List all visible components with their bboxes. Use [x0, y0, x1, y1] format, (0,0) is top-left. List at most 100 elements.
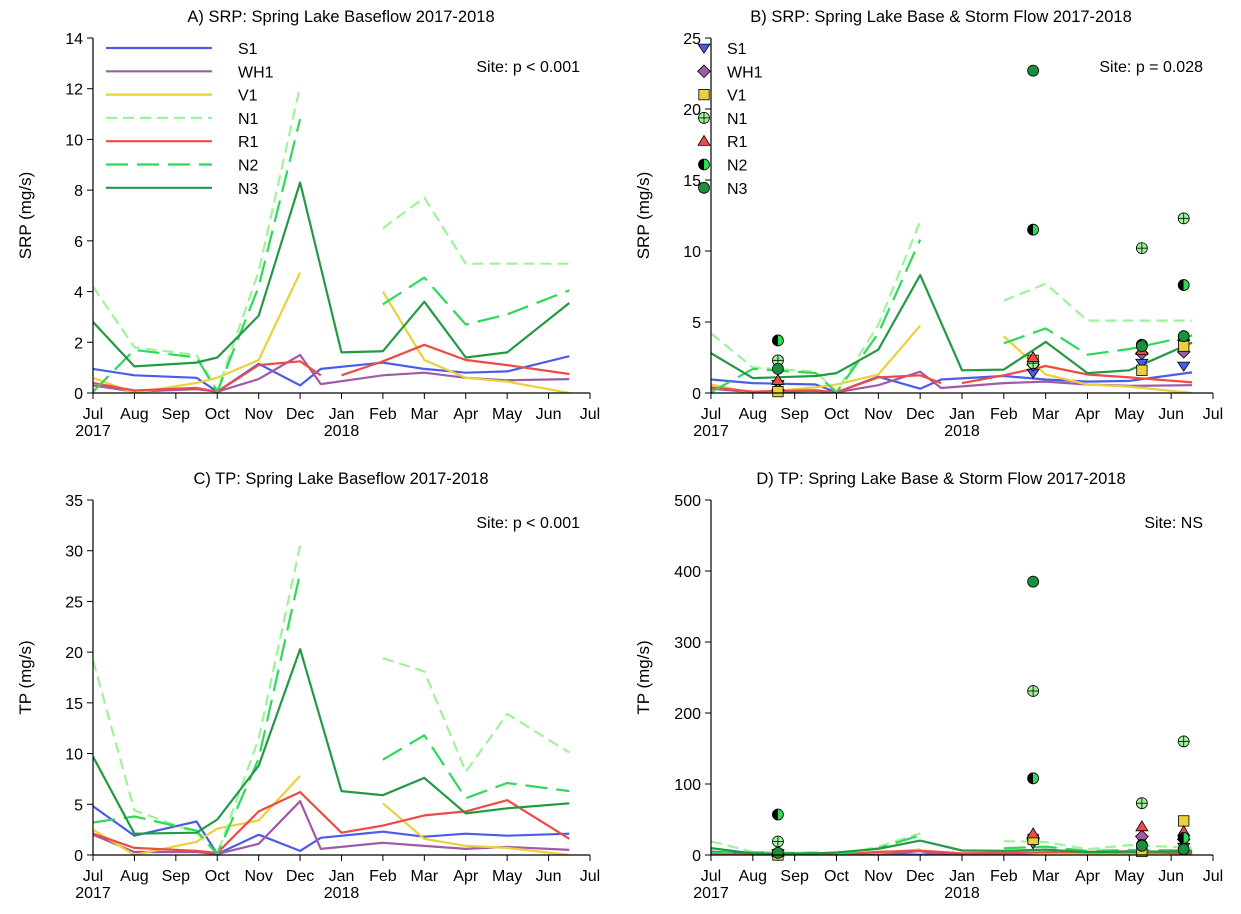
marker-r1	[771, 373, 785, 385]
y-axis-label: TP (mg/s)	[634, 640, 653, 714]
marker-n1	[1135, 797, 1148, 810]
y-axis-label: SRP (mg/s)	[16, 172, 35, 260]
legend-label: N1	[727, 111, 748, 128]
series-line-s1	[711, 371, 1193, 393]
marker-n1	[1027, 685, 1040, 697]
marker-n2	[1177, 279, 1190, 291]
y-tick-label: 500	[674, 493, 701, 510]
x-tick-label: May	[1114, 406, 1144, 423]
marker-n1	[772, 835, 784, 848]
y-tick-label: 15	[65, 696, 83, 713]
y-tick-label: 400	[674, 564, 701, 581]
y-tick-label: 6	[74, 234, 83, 251]
series-line-n3	[93, 647, 570, 835]
x-tick-label: Sep	[162, 406, 191, 423]
marker-r1	[697, 134, 711, 146]
y-tick-label: 0	[692, 848, 701, 865]
x-tick-label: Aug	[120, 868, 148, 885]
x-tick-label: Mar	[411, 406, 439, 423]
x-tick-label: Nov	[244, 868, 272, 885]
x-tick-label: Aug	[739, 406, 767, 423]
x-tick-label: Feb	[369, 406, 397, 423]
y-tick-label: 5	[692, 315, 701, 332]
marker-n2	[772, 808, 784, 821]
x-tick-label: Apr	[453, 868, 479, 885]
series-line-n1	[382, 657, 570, 773]
x-tick-label: Jun	[1158, 406, 1184, 423]
series-line-s1	[93, 355, 570, 393]
marker-n3	[1027, 575, 1040, 588]
x-tick-label: Oct	[824, 406, 849, 423]
series-line-n1	[711, 220, 922, 393]
chart-panel-d: D) TP: Spring Lake Base & Storm Flow 201…	[634, 470, 1223, 902]
series-line-s1	[93, 805, 570, 855]
chart-title: A) SRP: Spring Lake Baseflow 2017-2018	[187, 8, 494, 26]
marker-n2-left	[772, 334, 778, 346]
marker-n3	[1027, 64, 1040, 77]
y-tick-label: 100	[674, 777, 701, 794]
series-lines	[711, 220, 1193, 393]
legend-label: WH1	[238, 64, 274, 81]
x-tick-year: 2017	[693, 423, 729, 440]
marker-n2-left	[772, 809, 778, 821]
x-tick-label: Sep	[780, 868, 809, 885]
series-line-v1	[93, 775, 301, 855]
storm-markers	[771, 575, 1191, 862]
x-tick-year: 2018	[324, 423, 360, 440]
y-tick-label: 10	[65, 747, 83, 764]
x-tick-label: May	[492, 868, 522, 885]
marker-r1	[1026, 351, 1040, 363]
x-tick-label: Jul	[1203, 406, 1223, 423]
x-tick-year: 2017	[693, 885, 729, 902]
marker-n2-outline	[698, 158, 710, 171]
x-tick-label: Jun	[536, 868, 562, 885]
marker-n3	[772, 846, 784, 859]
x-tick-label: Nov	[864, 406, 892, 423]
marker-n1	[698, 112, 710, 124]
marker-n2	[1027, 223, 1040, 236]
series-line-n1	[93, 85, 302, 392]
marker-n2-outline	[1027, 223, 1040, 236]
marker-n2-right	[1033, 224, 1039, 236]
y-axis-label: TP (mg/s)	[16, 640, 35, 714]
x-tick-label: Sep	[162, 868, 191, 885]
marker-n2-outline	[772, 334, 784, 347]
y-tick-label: 20	[683, 102, 701, 119]
x-tick-year: 2017	[75, 423, 111, 440]
y-tick-label: 300	[674, 635, 701, 652]
series-line-n1	[711, 832, 921, 855]
marker-n3	[1177, 330, 1190, 343]
marker-n2-right	[777, 809, 784, 821]
x-tick-year: 2017	[75, 885, 111, 902]
y-tick-label: 0	[692, 386, 701, 403]
marker-n2-outline	[1027, 772, 1040, 785]
marker-s1	[697, 43, 711, 54]
chart-panel-c: C) TP: Spring Lake Baseflow 2017-2018 0 5 1…	[16, 470, 600, 902]
series-line-n2	[711, 239, 922, 393]
marker-n1	[1177, 212, 1190, 225]
series-line-v1	[93, 272, 302, 393]
y-axis-label: SRP (mg/s)	[634, 172, 653, 260]
marker-wh1	[697, 64, 711, 79]
marker-n2-outline	[772, 808, 784, 821]
x-tick-label: Dec	[286, 406, 314, 423]
x-tick-label: Nov	[864, 868, 892, 885]
legend: S1 WH1 V1 N1 R1 N2 N3	[697, 41, 763, 198]
y-tick-label: 10	[65, 132, 83, 149]
x-tick-label: Jul	[1203, 868, 1223, 885]
marker-n2-left	[1178, 832, 1184, 844]
x-tick-label: Mar	[1032, 406, 1060, 423]
x-tick-label: Oct	[205, 868, 230, 885]
series-line-n1	[1003, 282, 1193, 322]
marker-n2	[698, 158, 710, 171]
y-tick-label: 35	[65, 493, 83, 510]
y-tick-label: 0	[74, 848, 83, 865]
site-annotation: Site: p < 0.001	[476, 515, 580, 532]
legend-label: S1	[238, 41, 258, 58]
marker-n2-right	[1033, 772, 1039, 784]
marker-n3	[698, 181, 710, 194]
y-tick-label: 4	[74, 285, 83, 302]
storm-markers	[771, 64, 1191, 398]
marker-n2	[1177, 832, 1190, 844]
marker-n2-right	[1183, 279, 1190, 291]
